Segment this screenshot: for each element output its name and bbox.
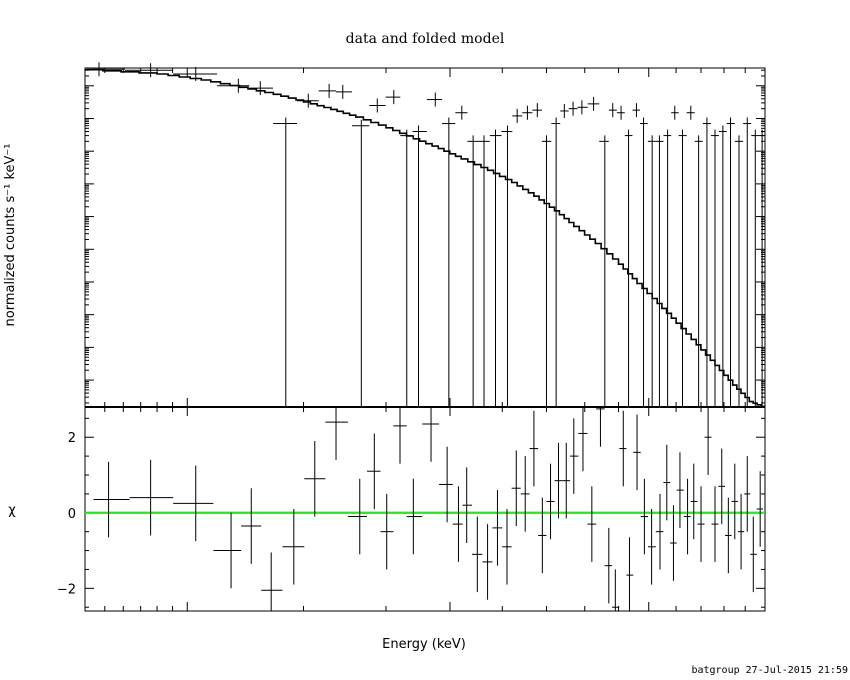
- footer-stamp: batgroup 27-Jul-2015 21:59: [691, 665, 848, 676]
- chart-title: data and folded model: [346, 31, 505, 47]
- x-axis-label: Energy (keV): [382, 637, 466, 652]
- top-frame: [84, 67, 766, 408]
- y-axis-label-top: normalized counts s⁻¹ keV⁻¹: [3, 144, 18, 327]
- y-tick-label-bottom: −2: [57, 582, 76, 597]
- y-axis-label-bottom: χ: [8, 503, 16, 518]
- bottom-panel: −2 0 2: [57, 406, 766, 612]
- model-curve: [85, 68, 765, 407]
- top-panel: [84, 62, 766, 408]
- y-tick-label-bottom: 0: [68, 507, 76, 522]
- bottom-frame: [84, 406, 766, 612]
- y-tick-label-bottom: 2: [68, 431, 76, 446]
